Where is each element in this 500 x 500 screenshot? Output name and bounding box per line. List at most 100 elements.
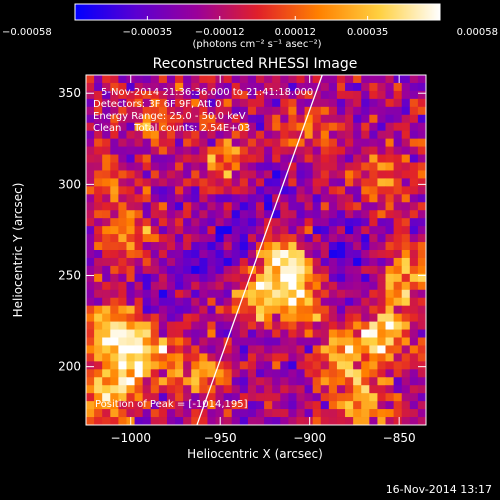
image-pixel [393,202,403,211]
image-pixel [142,202,152,211]
image-pixel [86,385,95,394]
image-pixel [369,122,378,132]
image-pixel [215,297,225,307]
image-pixel [272,138,281,147]
image-pixel [377,130,386,140]
image-pixel [345,162,354,171]
image-pixel [393,281,403,291]
image-pixel [191,234,200,243]
image-pixel [158,82,168,92]
image-pixel [288,401,297,410]
image-pixel [256,369,265,378]
image-pixel [215,265,225,275]
image-pixel [288,289,297,299]
image-pixel [175,194,184,203]
image-pixel [256,345,265,354]
image-pixel [134,162,144,171]
image-pixel [110,385,119,394]
image-pixel [118,313,127,322]
image-pixel [183,369,192,378]
image-pixel [94,186,103,195]
image-pixel [118,170,127,179]
image-pixel [94,305,103,315]
image-pixel [369,114,378,124]
image-pixel [312,242,322,251]
image-pixel [199,257,208,267]
image-pixel [369,106,378,116]
image-pixel [393,138,403,147]
image-pixel [247,289,257,299]
image-pixel [288,337,297,346]
image-pixel [296,297,305,307]
image-pixel [401,210,411,219]
image-pixel [142,82,152,92]
image-pixel [409,82,419,92]
image-pixel [126,377,135,386]
image-pixel [280,345,289,354]
image-pixel [353,218,362,227]
image-pixel [207,369,216,378]
image-pixel [353,265,362,275]
image-pixel [312,337,322,346]
image-pixel [353,321,362,330]
image-pixel [401,178,411,187]
image-pixel [336,265,346,275]
image-pixel [401,321,411,330]
image-pixel [207,170,216,179]
image-pixel [409,75,419,84]
image-pixel [369,361,378,370]
image-pixel [191,273,200,283]
image-pixel [304,273,314,283]
image-pixel [385,257,395,267]
image-pixel [94,265,103,275]
image-pixel [369,146,378,155]
image-pixel [118,75,127,84]
image-pixel [191,138,200,147]
image-pixel [361,130,370,140]
image-pixel [288,114,297,124]
image-pixel [175,361,184,370]
image-pixel [417,377,426,386]
image-pixel [126,90,135,100]
image-pixel [401,393,411,402]
image-pixel [256,393,265,402]
image-pixel [256,377,265,386]
image-pixel [256,178,265,187]
image-pixel [239,98,249,108]
image-pixel [320,377,330,386]
image-pixel [118,289,127,299]
image-pixel [175,321,184,330]
image-pixel [296,337,305,346]
colorbar-unit: (photons cm⁻² s⁻¹ asec⁻²) [192,39,321,50]
image-pixel [110,218,119,227]
image-pixel [377,194,386,203]
image-pixel [134,122,144,132]
image-pixel [102,106,111,116]
image-pixel [288,393,297,402]
image-pixel [417,273,426,283]
image-pixel [102,114,111,124]
image-pixel [369,377,378,386]
image-pixel [142,257,152,267]
image-pixel [272,289,281,299]
image-pixel [385,329,395,338]
image-pixel [320,265,330,275]
image-pixel [86,234,95,243]
image-pixel [126,210,135,219]
image-pixel [102,417,111,425]
image-pixel [239,361,249,370]
image-pixel [280,361,289,370]
image-pixel [377,114,386,124]
image-pixel [183,106,192,116]
image-pixel [247,130,257,140]
image-pixel [239,417,249,425]
colorbar-bar [74,3,441,21]
image-pixel [223,186,233,195]
image-pixel [304,114,314,124]
image-pixel [215,114,225,124]
image-pixel [288,186,297,195]
image-pixel [385,106,395,116]
image-pixel [231,210,241,219]
image-pixel [393,297,403,307]
image-pixel [296,401,305,410]
